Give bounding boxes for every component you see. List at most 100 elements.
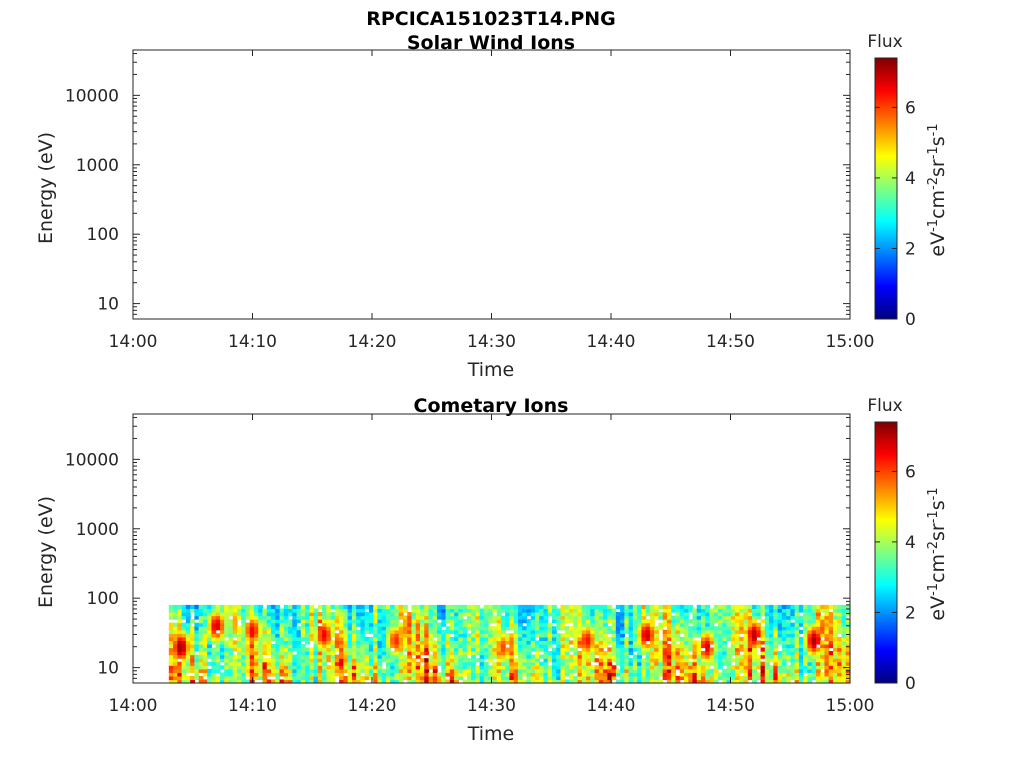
spectrogram-cell bbox=[739, 604, 745, 610]
spectrogram-cell bbox=[288, 626, 293, 631]
spectrogram-cell bbox=[526, 643, 532, 649]
spectrogram-cell bbox=[177, 608, 183, 613]
spectrogram-cell bbox=[202, 672, 208, 677]
spectrogram-cell bbox=[407, 675, 413, 681]
spectrogram-cell bbox=[347, 658, 353, 663]
spectrogram-cell bbox=[709, 647, 715, 652]
spectrogram-cell bbox=[701, 640, 706, 645]
spectrogram-cell bbox=[339, 661, 344, 666]
spectrogram-cell bbox=[488, 619, 493, 624]
spectrogram-cell bbox=[407, 619, 413, 624]
spectrogram-cell bbox=[475, 612, 481, 617]
spectrogram-cell bbox=[637, 668, 642, 673]
spectrogram-cell bbox=[581, 622, 587, 627]
spectrogram-cell bbox=[611, 622, 617, 627]
spectrogram-cell bbox=[824, 679, 830, 684]
spectrogram-cell bbox=[683, 672, 689, 677]
spectrogram-cell bbox=[317, 626, 323, 631]
spectrogram-cell bbox=[224, 622, 230, 627]
spectrogram-cell bbox=[607, 672, 613, 677]
spectrogram-cell bbox=[360, 615, 366, 620]
spectrogram-cell bbox=[713, 647, 719, 652]
spectrogram-cell bbox=[594, 640, 600, 645]
spectrogram-cell bbox=[500, 636, 506, 642]
spectrogram-cell bbox=[330, 640, 336, 645]
spectrogram-cell bbox=[330, 643, 336, 649]
spectrogram-cell bbox=[177, 661, 183, 666]
spectrogram-cell bbox=[556, 679, 562, 684]
spectrogram-cell bbox=[828, 665, 834, 670]
spectrogram-cell bbox=[334, 672, 340, 677]
spectrogram-cell bbox=[841, 651, 847, 656]
spectrogram-cell bbox=[675, 608, 681, 613]
spectrogram-cell bbox=[296, 612, 302, 617]
spectrogram-cell bbox=[547, 675, 553, 681]
spectrogram-cell bbox=[837, 675, 843, 681]
spectrogram-cell bbox=[539, 675, 545, 681]
spectrogram-cell bbox=[377, 629, 383, 634]
spectrogram-cell bbox=[360, 643, 366, 649]
spectrogram-cell bbox=[198, 608, 204, 613]
spectrogram-cell bbox=[798, 658, 804, 663]
spectrogram-cell bbox=[347, 654, 353, 659]
spectrogram-cell bbox=[432, 633, 438, 638]
spectrogram-cell bbox=[739, 615, 745, 620]
spectrogram-cell bbox=[752, 661, 757, 666]
spectrogram-cell bbox=[611, 636, 617, 642]
spectrogram-cell bbox=[577, 636, 583, 642]
spectrogram-cell bbox=[432, 622, 438, 627]
spectrogram-cell bbox=[185, 661, 191, 666]
spectrogram-cell bbox=[347, 615, 353, 620]
spectrogram-cell bbox=[598, 668, 604, 673]
spectrogram-cell bbox=[718, 608, 723, 613]
spectrogram-cell bbox=[552, 640, 557, 645]
spectrogram-cell bbox=[735, 619, 740, 624]
spectrogram-cell bbox=[773, 668, 779, 673]
spectrogram-cell bbox=[471, 633, 476, 638]
spectrogram-cell bbox=[530, 672, 536, 677]
spectrogram-cell bbox=[258, 643, 264, 649]
spectrogram-cell bbox=[530, 643, 536, 649]
spectrogram-cell bbox=[462, 679, 468, 684]
spectrogram-cell bbox=[701, 679, 706, 684]
spectrogram-cell bbox=[513, 612, 519, 617]
spectrogram-cell bbox=[241, 675, 247, 681]
spectrogram-cell bbox=[675, 654, 681, 659]
spectrogram-cell bbox=[496, 665, 502, 670]
spectrogram-cell bbox=[275, 668, 281, 673]
spectrogram-cell bbox=[271, 668, 276, 673]
y-tick-label: 100 bbox=[87, 225, 119, 245]
spectrogram-cell bbox=[573, 675, 579, 681]
spectrogram-cell bbox=[526, 672, 532, 677]
spectrogram-cell bbox=[564, 608, 570, 613]
spectrogram-cell bbox=[424, 643, 430, 649]
spectrogram-cell bbox=[330, 672, 336, 677]
spectrogram-cell bbox=[266, 633, 272, 638]
spectrogram-cell bbox=[654, 675, 660, 681]
spectrogram-cell bbox=[245, 654, 251, 659]
spectrogram-cell bbox=[343, 615, 349, 620]
spectrogram-cell bbox=[471, 640, 476, 645]
spectrogram-cell bbox=[283, 672, 289, 677]
spectrogram-cell bbox=[441, 651, 447, 656]
spectrogram-cell bbox=[701, 612, 706, 617]
spectrogram-cell bbox=[454, 672, 459, 677]
spectrogram-cell bbox=[253, 604, 259, 610]
spectrogram-cell bbox=[368, 604, 374, 610]
spectrogram-cell bbox=[569, 626, 574, 631]
spectrogram-cell bbox=[381, 658, 387, 663]
spectrogram-cell bbox=[347, 665, 353, 670]
spectrogram-cell bbox=[824, 654, 830, 659]
spectrogram-cell bbox=[722, 658, 728, 663]
spectrogram-cell bbox=[326, 654, 332, 659]
spectrogram-cell bbox=[632, 619, 638, 624]
spectrogram-cell bbox=[330, 668, 336, 673]
spectrogram-cell bbox=[769, 619, 774, 624]
spectrogram-cell bbox=[411, 651, 417, 656]
spectrogram-cell bbox=[236, 647, 242, 652]
spectrogram-cell bbox=[743, 615, 749, 620]
spectrogram-cell bbox=[496, 615, 502, 620]
colorbar-units-label: eV-1cm-2sr-1s-1 bbox=[926, 487, 949, 620]
spectrogram-cell bbox=[573, 651, 579, 656]
spectrogram-cell bbox=[394, 615, 400, 620]
